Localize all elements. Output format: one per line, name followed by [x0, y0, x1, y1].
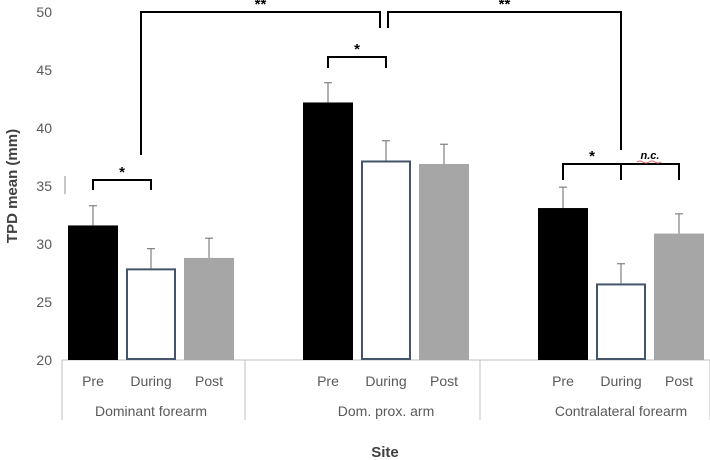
significance-label: * — [354, 41, 360, 58]
y-tick-label: 40 — [36, 120, 52, 136]
significance-bracket — [562, 163, 622, 180]
bar-pre — [68, 225, 118, 360]
bar-during — [126, 268, 176, 360]
significance-bracket — [387, 11, 622, 150]
x-category-label: Post — [430, 373, 458, 389]
bar-pre — [538, 208, 588, 360]
y-axis-title: TPD mean (mm) — [4, 129, 21, 243]
significance-bracket — [92, 179, 152, 190]
x-group-label: Dominant forearm — [95, 403, 207, 419]
significance-bracket — [621, 163, 680, 180]
x-axis-title: Site — [371, 444, 399, 460]
y-tick-label: 30 — [36, 236, 52, 252]
bar-post — [654, 233, 704, 360]
significance-label: ** — [499, 0, 511, 13]
y-tick-label: 45 — [36, 62, 52, 78]
x-category-label: Pre — [552, 373, 574, 389]
spellcheck-underline — [636, 160, 662, 164]
y-tick-label: 25 — [36, 294, 52, 310]
x-category-label: Post — [665, 373, 693, 389]
bar-during — [596, 283, 646, 360]
x-category-label: Pre — [317, 373, 339, 389]
significance-label: ** — [255, 0, 267, 13]
significance-label: * — [119, 164, 125, 181]
bar-pre — [303, 102, 353, 360]
x-group-label: Dom. prox. arm — [338, 403, 434, 419]
x-category-label: During — [365, 373, 406, 389]
x-category-label: Post — [195, 373, 223, 389]
x-category-label: Pre — [82, 373, 104, 389]
y-tick-label: 35 — [36, 178, 52, 194]
significance-bracket — [140, 11, 381, 155]
significance-bracket — [327, 56, 387, 68]
x-category-label: During — [130, 373, 171, 389]
x-group-label: Contralateral forearm — [555, 403, 687, 419]
significance-label: n.c. — [641, 150, 660, 162]
bar-post — [184, 257, 234, 360]
y-tick-label: 20 — [36, 352, 52, 368]
x-category-label: During — [600, 373, 641, 389]
bar-during — [361, 160, 411, 360]
y-tick-label: 50 — [36, 4, 52, 20]
significance-label: * — [589, 148, 595, 165]
bar-post — [419, 163, 469, 360]
